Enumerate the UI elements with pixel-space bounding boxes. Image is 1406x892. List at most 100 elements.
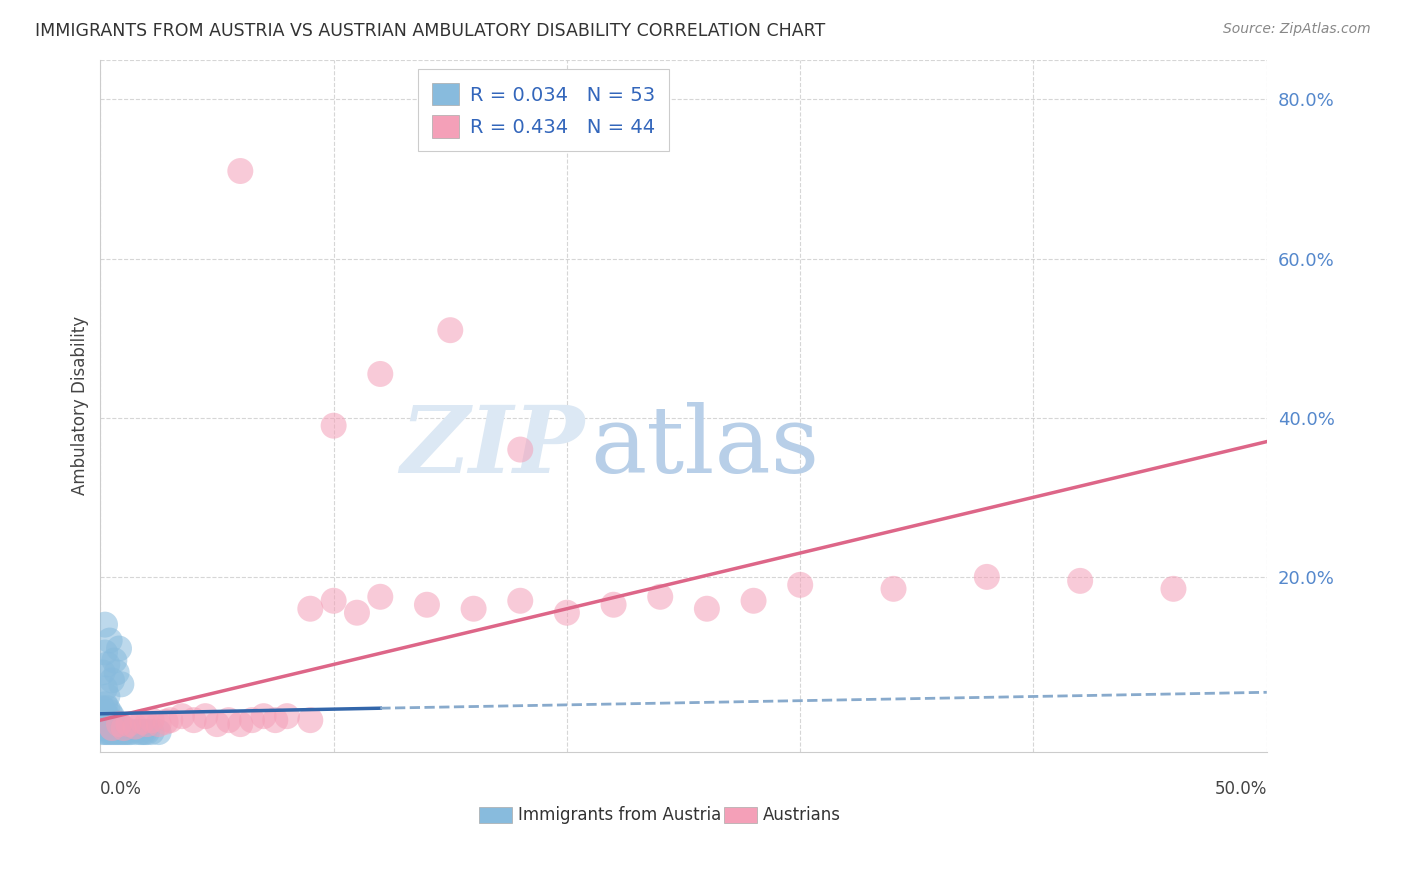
Point [141, 725, 163, 739]
Point [276, 709, 298, 723]
Point [96, 725, 118, 739]
Point [159, 713, 181, 727]
Point [103, 717, 125, 731]
Point [96, 709, 118, 723]
Point [98, 725, 121, 739]
Point [240, 713, 263, 727]
FancyBboxPatch shape [724, 807, 756, 822]
Point [101, 725, 124, 739]
Point [96, 701, 118, 715]
Point [108, 641, 131, 656]
Point [105, 725, 128, 739]
Point [94, 617, 117, 632]
Point [264, 713, 287, 727]
Point [322, 594, 344, 608]
Point [110, 725, 132, 739]
Text: ZIP: ZIP [401, 402, 585, 492]
Point [103, 653, 125, 667]
Point [91, 721, 114, 735]
Point [94, 681, 117, 696]
Point [112, 721, 135, 735]
Point [299, 601, 322, 615]
Point [98, 721, 121, 735]
Point [789, 578, 811, 592]
FancyBboxPatch shape [479, 807, 512, 822]
Point [129, 725, 152, 739]
Point [94, 717, 117, 731]
Point [170, 709, 193, 723]
Point [463, 601, 485, 615]
Text: IMMIGRANTS FROM AUSTRIA VS AUSTRIAN AMBULATORY DISABILITY CORRELATION CHART: IMMIGRANTS FROM AUSTRIA VS AUSTRIAN AMBU… [35, 22, 825, 40]
Point [91, 665, 114, 680]
Point [91, 725, 114, 739]
Point [91, 701, 114, 715]
Point [117, 717, 139, 731]
Point [98, 713, 121, 727]
Point [91, 709, 114, 723]
Y-axis label: Ambulatory Disability: Ambulatory Disability [72, 317, 89, 495]
Point [141, 713, 163, 727]
Point [105, 665, 128, 680]
Point [368, 590, 391, 604]
Point [101, 709, 124, 723]
Point [555, 606, 578, 620]
Point [1069, 574, 1091, 588]
Point [509, 594, 531, 608]
Point [94, 713, 117, 727]
Point [134, 725, 156, 739]
Point [416, 598, 439, 612]
Text: Austrians: Austrians [763, 806, 841, 824]
Point [136, 717, 159, 731]
Point [346, 606, 368, 620]
Legend: R = 0.034   N = 53, R = 0.434   N = 44: R = 0.034 N = 53, R = 0.434 N = 44 [418, 70, 669, 151]
Point [96, 717, 118, 731]
Point [103, 725, 125, 739]
Text: Immigrants from Austria: Immigrants from Austria [517, 806, 721, 824]
Point [91, 713, 114, 727]
Point [183, 713, 205, 727]
Point [94, 697, 117, 711]
Point [509, 442, 531, 457]
Point [101, 721, 124, 735]
Point [105, 717, 128, 731]
Text: 50.0%: 50.0% [1215, 780, 1267, 797]
Point [883, 582, 905, 596]
Point [155, 714, 177, 729]
Point [94, 646, 117, 660]
Point [94, 725, 117, 739]
Text: Source: ZipAtlas.com: Source: ZipAtlas.com [1223, 22, 1371, 37]
Point [110, 677, 132, 691]
Point [696, 601, 718, 615]
Point [117, 725, 139, 739]
Point [742, 594, 765, 608]
Point [101, 717, 124, 731]
Point [131, 725, 153, 739]
Point [131, 714, 153, 729]
Point [976, 570, 998, 584]
Point [108, 717, 131, 731]
Point [96, 657, 118, 672]
Point [253, 709, 276, 723]
Point [96, 690, 118, 704]
Point [120, 725, 142, 739]
Point [98, 633, 121, 648]
Point [322, 418, 344, 433]
Point [218, 713, 240, 727]
Point [91, 717, 114, 731]
Point [229, 164, 252, 178]
Point [98, 705, 121, 719]
Text: atlas: atlas [591, 402, 820, 492]
Point [194, 709, 217, 723]
Point [115, 725, 138, 739]
Point [368, 367, 391, 381]
Point [124, 719, 146, 733]
Point [108, 717, 131, 731]
Point [299, 713, 322, 727]
Point [136, 725, 159, 739]
Point [148, 717, 170, 731]
Point [94, 721, 117, 735]
Point [1163, 582, 1185, 596]
Point [148, 725, 170, 739]
Point [112, 725, 135, 739]
Point [108, 725, 131, 739]
